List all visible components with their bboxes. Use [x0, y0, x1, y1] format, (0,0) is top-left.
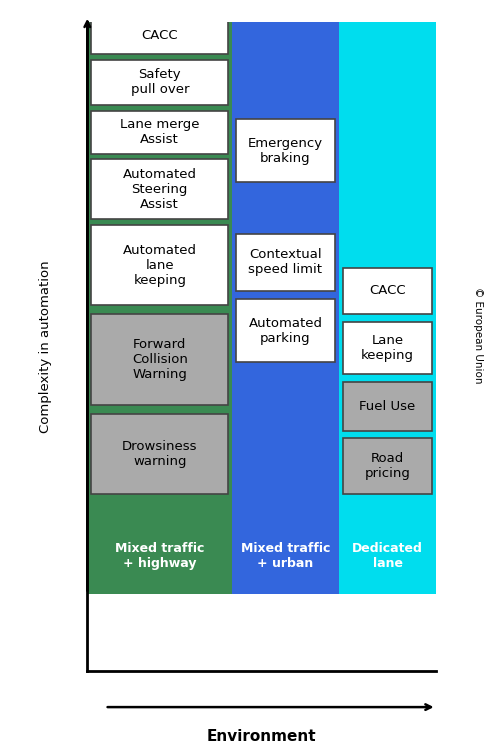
Bar: [232, 22, 338, 594]
Text: Fuel Use: Fuel Use: [359, 400, 415, 413]
Bar: [91, 313, 227, 405]
Bar: [342, 438, 431, 494]
Text: © European Union: © European Union: [472, 287, 482, 384]
Bar: [91, 111, 227, 154]
Text: Environment: Environment: [207, 729, 316, 744]
Text: Dedicated
lane: Dedicated lane: [351, 542, 422, 571]
Text: Emergency
braking: Emergency braking: [247, 137, 322, 165]
Bar: [91, 60, 227, 105]
Text: Mixed traffic
+ highway: Mixed traffic + highway: [115, 542, 204, 571]
Text: Lane merge
Assist: Lane merge Assist: [120, 119, 199, 146]
Text: Complexity in automation: Complexity in automation: [39, 260, 52, 433]
Text: Safety
pull over: Safety pull over: [130, 69, 189, 96]
Text: Automated
Steering
Assist: Automated Steering Assist: [122, 168, 197, 211]
Bar: [338, 22, 436, 594]
Bar: [342, 322, 431, 374]
Text: Lane
keeping: Lane keeping: [361, 334, 413, 362]
Bar: [236, 299, 334, 363]
Bar: [91, 413, 227, 494]
Text: Forward
Collision
Warning: Forward Collision Warning: [132, 338, 187, 381]
Text: Automated
parking: Automated parking: [248, 317, 322, 345]
Text: CACC: CACC: [368, 284, 405, 298]
Text: Automated
lane
keeping: Automated lane keeping: [122, 244, 197, 286]
Bar: [91, 225, 227, 305]
Bar: [236, 233, 334, 291]
Text: Road
pricing: Road pricing: [364, 451, 409, 480]
Text: Drowsiness
warning: Drowsiness warning: [122, 439, 197, 468]
Text: Contextual
speed limit: Contextual speed limit: [248, 248, 322, 276]
Bar: [342, 382, 431, 430]
Bar: [91, 160, 227, 219]
Bar: [342, 268, 431, 313]
Bar: [91, 16, 227, 54]
Bar: [236, 119, 334, 182]
Text: CACC: CACC: [141, 29, 178, 42]
Bar: [87, 22, 232, 594]
Text: Mixed traffic
+ urban: Mixed traffic + urban: [240, 542, 330, 571]
